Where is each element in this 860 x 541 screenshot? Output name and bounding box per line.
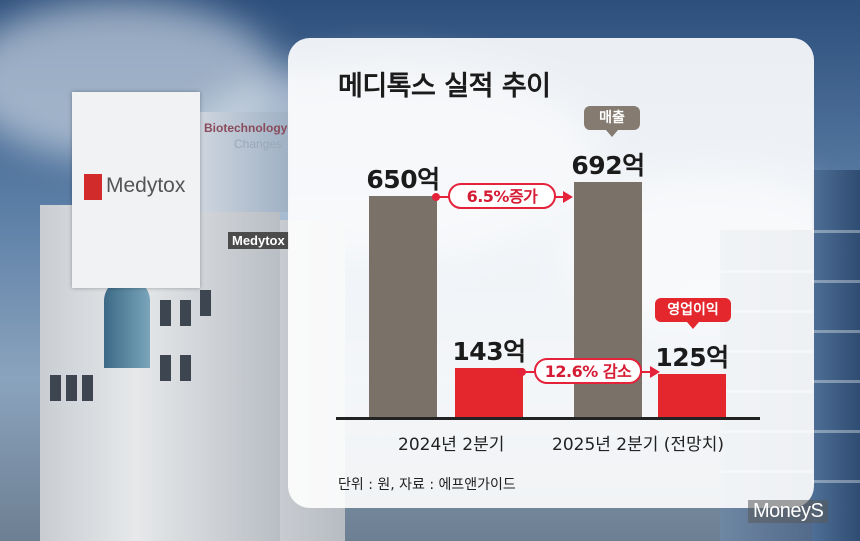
chart-title: 메디톡스 실적 추이 bbox=[338, 71, 551, 102]
unit-source-note: 단위 : 원, 자료 : 에프앤가이드 bbox=[338, 477, 516, 493]
change-arrow-head bbox=[650, 366, 660, 378]
bar-revenue-2024q2 bbox=[369, 196, 437, 417]
change-arrow-head bbox=[563, 191, 573, 203]
change-pill-revenue: 6.5%증가 bbox=[448, 183, 556, 209]
bg-arch bbox=[104, 278, 150, 368]
change-pill-operating-profit: 12.6% 감소 bbox=[534, 358, 642, 384]
data-label-revenue-2025q2: 692억 bbox=[571, 151, 645, 180]
series-callout-revenue: 매출 bbox=[584, 106, 640, 137]
data-label-operating-profit-2025q2: 125억 bbox=[655, 343, 729, 372]
x-tick-label: 2025년 2분기 (전망치) bbox=[552, 435, 724, 455]
data-label-operating-profit-2024q2: 143억 bbox=[452, 337, 526, 366]
x-axis-baseline bbox=[336, 417, 760, 420]
billboard-logo-text: Medytox bbox=[106, 174, 186, 197]
billboard: Medytox bbox=[72, 92, 200, 288]
bar-operating-profit-2024q2 bbox=[455, 368, 523, 417]
watermark: MoneyS bbox=[748, 500, 829, 523]
chart-panel bbox=[288, 38, 814, 508]
series-callout-operating-profit: 영업이익 bbox=[655, 298, 731, 329]
bar-operating-profit-2025q2 bbox=[658, 374, 726, 417]
billboard-side-text: Biotechnology Changes bbox=[204, 121, 288, 151]
bg-tower bbox=[812, 170, 860, 541]
logo-icon bbox=[84, 174, 102, 200]
billboard-side bbox=[198, 112, 290, 212]
building-sign: Medytox bbox=[228, 232, 289, 249]
data-label-revenue-2024q2: 650억 bbox=[366, 165, 440, 194]
x-tick-label: 2024년 2분기 bbox=[398, 435, 505, 455]
